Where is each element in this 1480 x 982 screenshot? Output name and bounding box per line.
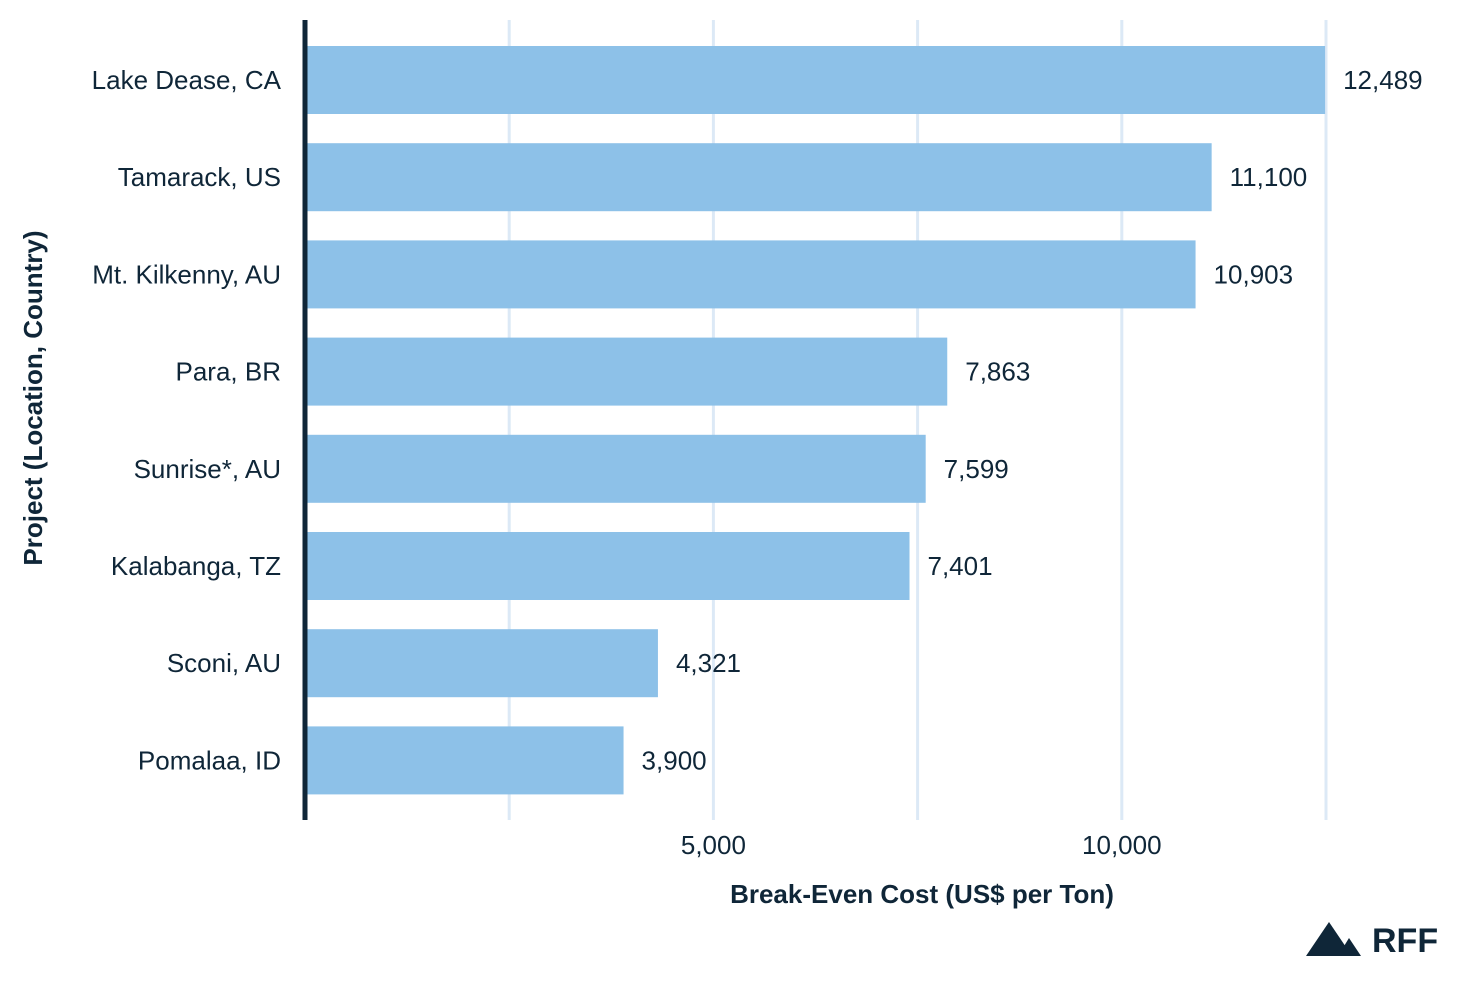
x-tick-labels: 5,000 10,000 (681, 830, 1162, 860)
value-label: 11,100 (1230, 162, 1308, 192)
x-tick-label: 5,000 (681, 830, 746, 860)
gridlines (507, 20, 1328, 820)
bar (305, 532, 910, 600)
x-axis-title: Break-Even Cost (US$ per Ton) (730, 879, 1114, 909)
bar (305, 629, 658, 698)
category-label: Pomalaa, ID (138, 745, 281, 775)
value-label: 7,863 (965, 357, 1030, 387)
bars (305, 46, 1326, 795)
bar (305, 726, 624, 795)
category-label: Kalabanga, TZ (111, 551, 281, 581)
mountain-logo-icon (1306, 922, 1361, 956)
category-label: Lake Dease, CA (92, 65, 282, 95)
x-tick-label: 10,000 (1082, 830, 1162, 860)
brand-text: RFF (1372, 922, 1438, 960)
category-label: Mt. Kilkenny, AU (92, 259, 281, 289)
value-label: 3,900 (642, 745, 707, 775)
bar (305, 434, 926, 503)
bar (305, 143, 1212, 212)
bar (305, 337, 948, 406)
value-label: 7,599 (944, 454, 1009, 484)
bar (305, 46, 1326, 114)
category-labels: Lake Dease, CA Tamarack, US Mt. Kilkenny, … (92, 65, 282, 775)
category-label: Para, BR (176, 357, 282, 387)
value-labels: 12,489 11,100 10,903 7,863 7,599 7,401 4,321 3,… (642, 65, 1423, 775)
category-label: Sunrise*, AU (134, 454, 281, 484)
value-label: 10,903 (1214, 259, 1294, 289)
category-label: Tamarack, US (118, 162, 281, 192)
bar (305, 240, 1196, 309)
value-label: 12,489 (1343, 65, 1423, 95)
value-label: 7,401 (928, 551, 993, 581)
value-label: 4,321 (676, 648, 741, 678)
category-label: Sconi, AU (167, 648, 281, 678)
brand-logo: RFF (1306, 922, 1438, 960)
y-axis-title: Project (Location, Country) (18, 230, 48, 565)
